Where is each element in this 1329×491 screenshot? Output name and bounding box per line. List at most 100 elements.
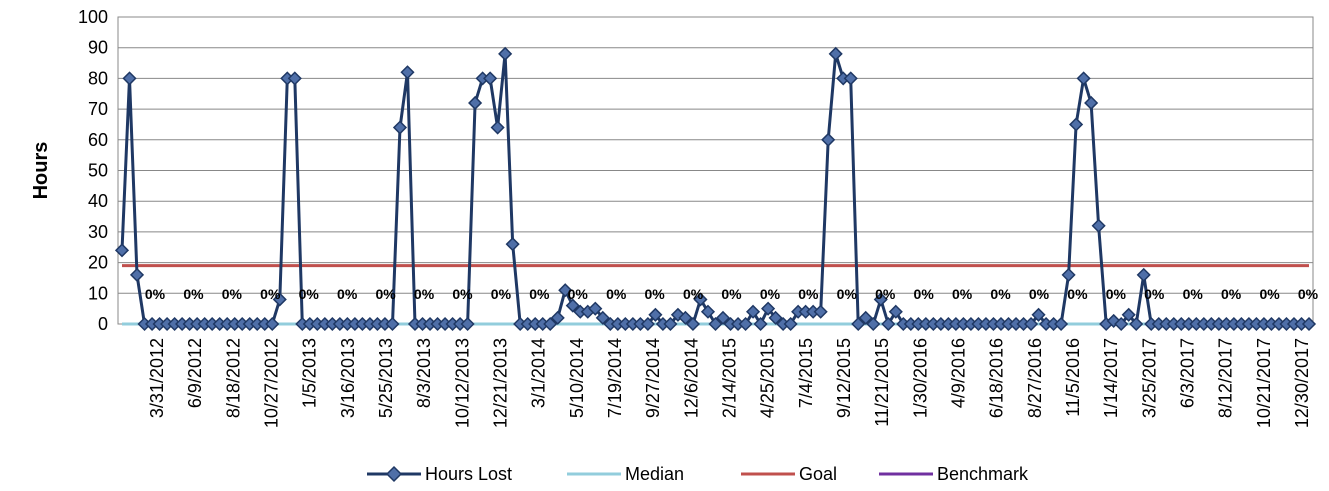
hours-lost-point	[648, 307, 663, 322]
hours-lost-point	[821, 132, 836, 147]
x-tick-label: 3/16/2013	[338, 338, 358, 418]
percentage-label: 0%	[1183, 286, 1204, 302]
percentage-labels: 0% 0% 0% 0% 0% 0% 0% 0% 0% 0% 0% 0% 0% 0% 0% 0% 0% 0% 0% 0%…	[145, 286, 1319, 302]
x-tick-label: 4/25/2015	[758, 338, 778, 418]
x-tick-label: 4/9/2016	[949, 338, 969, 408]
percentage-label: 0%	[299, 286, 320, 302]
x-tick-label: 7/4/2015	[796, 338, 816, 408]
x-tick-label: 11/21/2015	[872, 338, 892, 427]
percentage-label: 0%	[414, 286, 435, 302]
hours-lost-point	[595, 310, 610, 325]
percentage-label: 0%	[1144, 286, 1165, 302]
y-tick-label: 10	[88, 283, 108, 303]
x-tick-label: 8/3/2013	[414, 338, 434, 408]
hours-lost-point	[678, 310, 693, 325]
hours-lost-point	[1301, 316, 1317, 332]
x-tick-label: 7/19/2014	[605, 338, 625, 418]
percentage-label: 0%	[952, 286, 973, 302]
hours-lost-point	[498, 46, 513, 61]
y-axis-tick-labels: 0 10 20 30 40 50 60 70 80 90 100	[78, 7, 108, 334]
hours-lost-point	[565, 298, 580, 313]
hours-lost-point	[640, 316, 655, 332]
x-tick-label: 3/25/2017	[1139, 338, 1159, 418]
hours-lost-point	[761, 301, 776, 316]
hours-lost-point	[1031, 307, 1046, 322]
percentage-label: 0%	[222, 286, 243, 302]
hours-lost-point	[851, 316, 866, 332]
percentage-label: 0%	[452, 286, 473, 302]
hours-lost-point	[813, 304, 828, 319]
legend: Hours Lost Median Goal Benchmark	[367, 464, 1029, 484]
x-tick-label: 10/21/2017	[1254, 338, 1274, 428]
hours-lost-point	[490, 120, 505, 135]
y-tick-label: 40	[88, 191, 108, 211]
percentage-label: 0%	[183, 286, 204, 302]
x-tick-label: 12/6/2014	[681, 338, 701, 418]
y-axis-title: Hours	[30, 142, 52, 200]
hours-lost-point	[385, 316, 400, 332]
x-tick-label: 8/18/2012	[223, 338, 243, 418]
hours-lost-series	[114, 46, 1317, 332]
hours-lost-point	[468, 95, 483, 111]
percentage-label: 0%	[529, 286, 550, 302]
percentage-label: 0%	[645, 286, 666, 302]
x-tick-label: 6/3/2017	[1178, 338, 1198, 408]
hours-lost-point	[265, 316, 280, 332]
x-tick-label: 6/9/2012	[185, 338, 205, 408]
hours-lost-point	[550, 310, 565, 325]
y-tick-label: 30	[88, 222, 108, 242]
x-tick-label: 12/21/2013	[491, 338, 511, 428]
legend-benchmark-label: Benchmark	[937, 464, 1029, 484]
x-tick-label: 8/12/2017	[1216, 338, 1236, 418]
hours-lost-point	[858, 310, 873, 325]
percentage-label: 0%	[145, 286, 166, 302]
hours-lost-point	[588, 301, 603, 316]
y-tick-label: 0	[98, 314, 108, 334]
hours-lost-point	[715, 310, 731, 325]
x-tick-label: 10/27/2012	[262, 338, 282, 428]
hours-lost-point	[1069, 117, 1084, 132]
y-tick-label: 90	[88, 38, 108, 58]
hours-lost-point	[558, 283, 573, 298]
percentage-label: 0%	[568, 286, 589, 302]
percentage-label: 0%	[990, 286, 1011, 302]
percentage-label: 0%	[798, 286, 819, 302]
hours-lost-point	[543, 316, 558, 332]
hours-lost-point	[768, 310, 783, 325]
hours-lost-point	[738, 316, 753, 332]
x-axis-tick-labels: 3/31/2012 6/9/2012 8/18/2012 10/27/2012 1/5/…	[147, 338, 1312, 428]
percentage-label: 0%	[375, 286, 396, 302]
percentage-label: 0%	[491, 286, 512, 302]
hours-lost-point	[114, 243, 130, 258]
hours-lost-point	[1023, 316, 1039, 332]
hours-lost-point	[700, 304, 716, 319]
y-tick-label: 60	[88, 130, 108, 150]
hours-lost-point	[122, 71, 137, 86]
hours-lost-point	[392, 120, 408, 135]
hours-lost-line	[120, 52, 1309, 326]
hours-lost-point	[753, 316, 768, 332]
hours-lost-point	[1061, 267, 1076, 282]
hours-lost-point	[505, 237, 520, 252]
x-tick-label: 8/27/2016	[1025, 338, 1045, 418]
hours-lost-point	[888, 304, 903, 319]
y-tick-label: 20	[88, 253, 108, 273]
y-tick-label: 50	[88, 161, 108, 181]
legend-hours-lost-label: Hours Lost	[425, 464, 512, 484]
percentage-label: 0%	[1259, 286, 1280, 302]
percentage-label: 0%	[837, 286, 858, 302]
hours-lost-point	[828, 46, 843, 61]
hours-lost-point	[1076, 71, 1091, 86]
hours-lost-point	[1136, 267, 1151, 282]
x-tick-label: 2/14/2015	[720, 338, 740, 418]
hours-lost-point	[843, 71, 858, 86]
x-tick-label: 6/18/2016	[987, 338, 1007, 418]
x-tick-label: 1/14/2017	[1101, 338, 1121, 418]
hours-lost-point	[287, 71, 302, 86]
x-tick-label: 11/5/2016	[1063, 338, 1083, 417]
y-tick-label: 70	[88, 99, 108, 119]
hours-lost-point	[783, 316, 798, 332]
percentage-label: 0%	[337, 286, 358, 302]
hours-lost-point	[708, 316, 723, 332]
hours-lost-point	[873, 292, 888, 307]
